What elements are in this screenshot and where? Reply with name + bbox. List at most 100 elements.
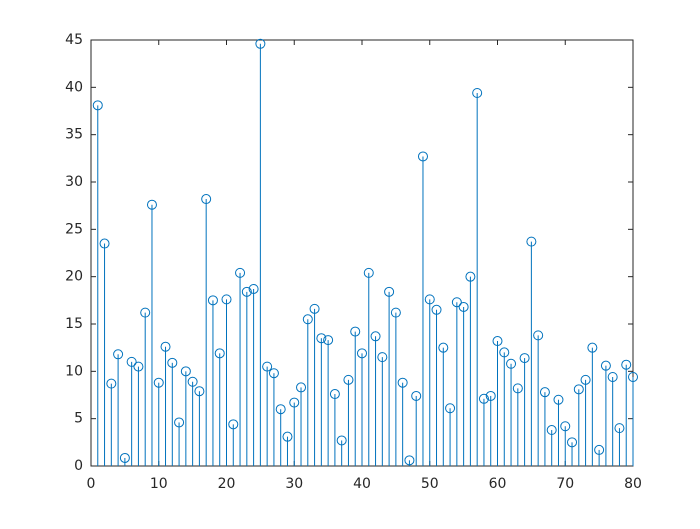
stem-marker bbox=[499, 347, 510, 358]
x-tick-label: 50 bbox=[421, 476, 439, 492]
stem-marker bbox=[160, 341, 171, 352]
stem-marker bbox=[201, 194, 212, 205]
stem-marker bbox=[282, 431, 293, 442]
stem-marker bbox=[357, 348, 367, 359]
stem-marker bbox=[458, 301, 469, 312]
stem-marker bbox=[573, 384, 584, 395]
x-tick-label: 0 bbox=[87, 476, 96, 492]
stem-marker bbox=[119, 452, 130, 463]
y-tick-label: 35 bbox=[65, 127, 83, 143]
stem-marker bbox=[567, 437, 578, 448]
stem-marker bbox=[411, 390, 422, 401]
stem-marker bbox=[235, 267, 246, 278]
stem-marker bbox=[621, 359, 632, 370]
stem-marker bbox=[417, 151, 428, 162]
x-tick-label: 20 bbox=[218, 476, 236, 492]
y-tick-label: 15 bbox=[65, 316, 83, 332]
stem-marker bbox=[302, 314, 313, 325]
stem-marker bbox=[214, 348, 225, 359]
stem-marker bbox=[546, 425, 557, 436]
stem-marker bbox=[221, 294, 232, 305]
stem-marker bbox=[146, 199, 157, 210]
y-tick-label: 30 bbox=[65, 174, 83, 190]
stem-marker bbox=[329, 389, 340, 400]
stem-marker bbox=[533, 330, 544, 341]
stem-marker bbox=[255, 38, 266, 49]
stem-marker bbox=[600, 360, 611, 371]
stem-marker bbox=[262, 361, 273, 372]
stem-marker bbox=[607, 372, 618, 383]
x-tick-label: 40 bbox=[353, 476, 371, 492]
stem-marker bbox=[587, 342, 598, 353]
stem-marker bbox=[350, 326, 361, 337]
stem-marker bbox=[506, 358, 517, 369]
stem-marker bbox=[472, 88, 483, 99]
stem-marker bbox=[133, 361, 144, 372]
y-tick-label: 25 bbox=[65, 221, 83, 237]
y-tick-label: 0 bbox=[74, 458, 83, 474]
stem-marker bbox=[113, 349, 124, 360]
stem-marker bbox=[180, 366, 191, 377]
y-tick-label: 40 bbox=[65, 79, 83, 95]
stem-marker bbox=[207, 295, 218, 306]
stem-marker bbox=[289, 397, 300, 408]
stem-marker bbox=[140, 307, 151, 318]
stem-marker bbox=[336, 435, 347, 446]
stem-marker bbox=[363, 267, 374, 278]
stem-marker bbox=[194, 386, 205, 397]
x-tick-label: 70 bbox=[556, 476, 574, 492]
stem-marker bbox=[478, 393, 489, 404]
stem-marker bbox=[343, 374, 354, 385]
y-tick-label: 5 bbox=[74, 411, 83, 427]
stem-marker bbox=[438, 342, 449, 353]
stem-marker bbox=[309, 303, 320, 314]
stem-marker bbox=[553, 394, 564, 405]
stem-marker bbox=[248, 283, 259, 294]
stem-marker bbox=[228, 419, 239, 430]
stem-marker bbox=[431, 304, 442, 315]
y-tick-label: 10 bbox=[65, 363, 83, 379]
x-tick-label: 10 bbox=[150, 476, 168, 492]
stem-marker bbox=[404, 455, 415, 466]
stem-marker bbox=[424, 294, 435, 305]
stem-marker bbox=[370, 331, 381, 342]
stem-marker bbox=[512, 383, 523, 394]
stem-marker bbox=[526, 236, 537, 247]
stem-marker bbox=[560, 421, 571, 432]
stem-marker bbox=[92, 100, 103, 111]
stem-marker bbox=[187, 376, 198, 387]
stem-marker bbox=[167, 357, 178, 368]
stem-marker bbox=[174, 417, 185, 428]
stem-marker bbox=[377, 352, 388, 363]
x-tick-label: 80 bbox=[624, 476, 642, 492]
stem-marker bbox=[384, 286, 395, 297]
stem-marker bbox=[390, 307, 401, 318]
stem-marker bbox=[268, 368, 279, 379]
stem-marker bbox=[451, 297, 462, 308]
stem-marker bbox=[397, 377, 408, 388]
stem-marker bbox=[580, 374, 591, 385]
stem-marker bbox=[323, 335, 334, 346]
stem-marker bbox=[241, 286, 252, 297]
x-tick-label: 30 bbox=[285, 476, 303, 492]
stem-marker bbox=[492, 336, 503, 347]
stem-marker bbox=[628, 372, 638, 383]
stem-marker bbox=[465, 271, 476, 282]
stem-marker bbox=[296, 382, 307, 393]
y-tick-label: 45 bbox=[65, 32, 83, 48]
stem-marker bbox=[614, 423, 625, 434]
stem-marker bbox=[99, 238, 110, 249]
stem-marker bbox=[153, 377, 164, 388]
stem-marker bbox=[519, 353, 530, 364]
stem-marker bbox=[316, 333, 327, 344]
y-tick-label: 20 bbox=[65, 269, 83, 285]
stem-marker bbox=[106, 378, 117, 389]
stem-marker bbox=[126, 356, 137, 367]
stem-marker bbox=[594, 444, 605, 455]
stem-marker bbox=[275, 404, 286, 415]
stem-marker bbox=[445, 403, 456, 414]
stem-marker bbox=[485, 390, 496, 401]
stem-marker bbox=[539, 387, 550, 398]
